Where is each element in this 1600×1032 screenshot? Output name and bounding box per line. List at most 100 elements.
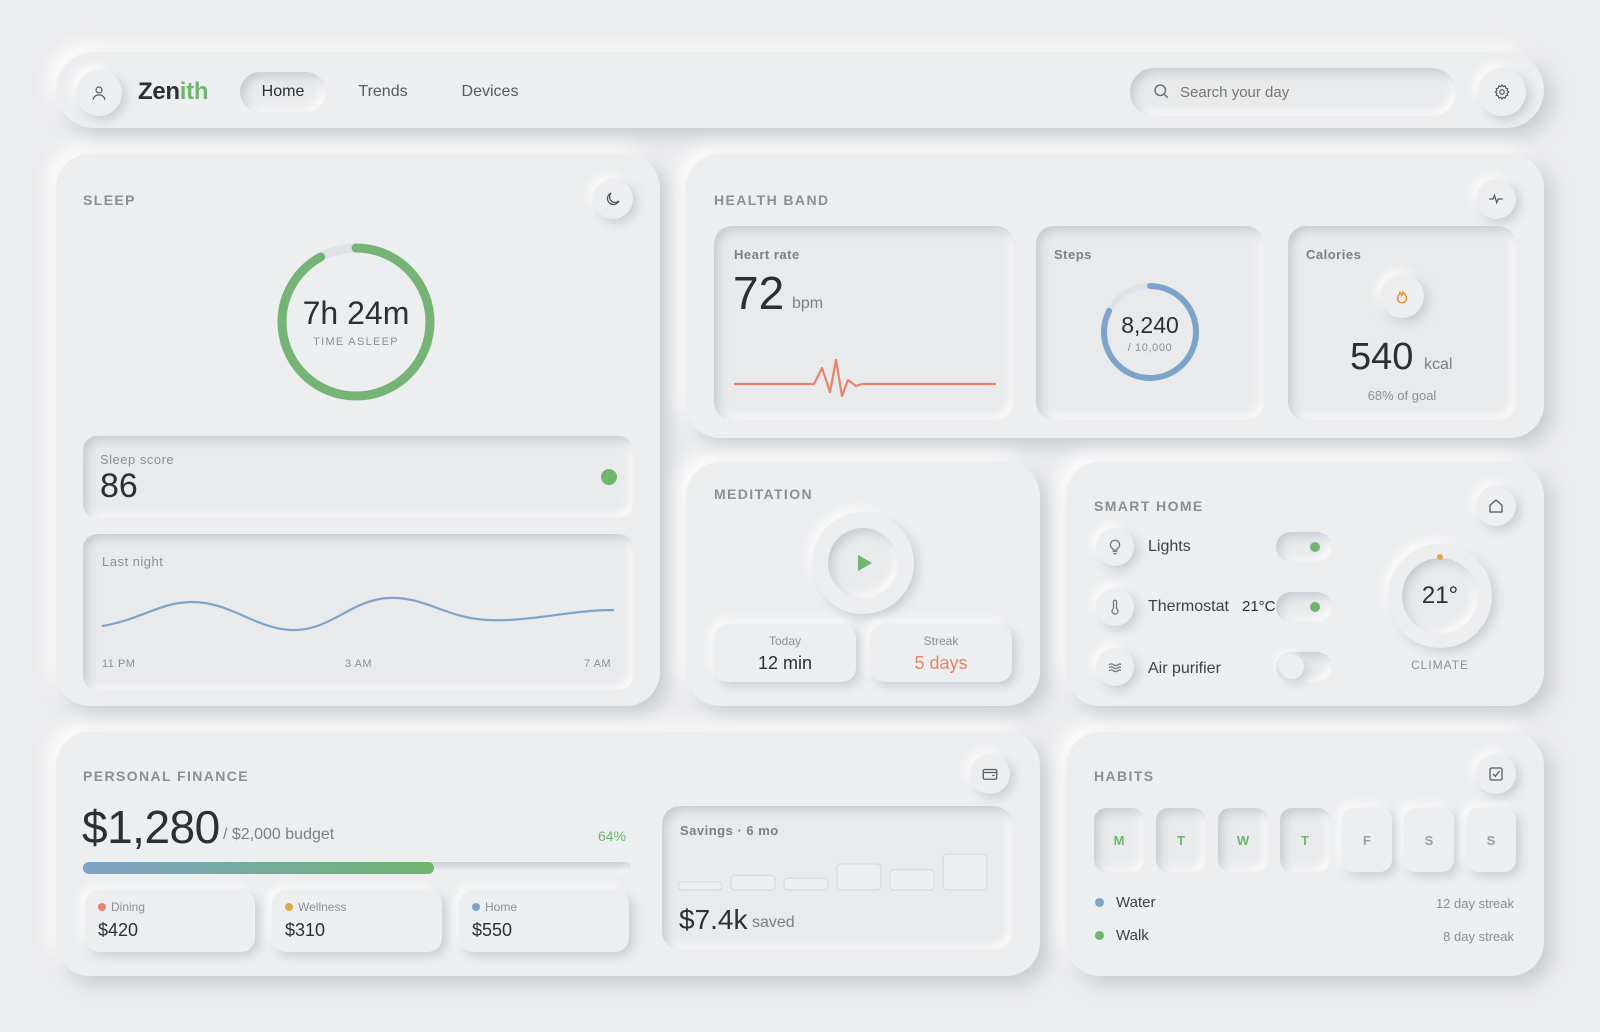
heart-rate-unit: bpm <box>792 295 824 312</box>
habits-button[interactable] <box>1476 754 1516 794</box>
habit-water-name: Water <box>1116 894 1156 911</box>
meditation-title: MEDITATION <box>714 486 814 502</box>
home-amount: $550 <box>472 920 513 940</box>
finance-progress-fill <box>83 862 434 874</box>
habit-water-dot <box>1095 898 1104 907</box>
sleep-axis-start: 11 PM <box>102 658 136 670</box>
dining-amount: $420 <box>98 920 139 940</box>
health-band-title: HEALTH BAND <box>714 192 830 208</box>
calories-unit: kcal <box>1424 356 1453 373</box>
habit-day-tile[interactable]: T <box>1156 808 1206 872</box>
habit-day-tile[interactable]: M <box>1094 808 1144 872</box>
habit-walk-dot <box>1095 931 1104 940</box>
checkbox-icon <box>1489 767 1503 781</box>
home-label: Home <box>485 900 518 914</box>
savings-bar <box>730 874 776 891</box>
savings-bar <box>889 869 935 891</box>
steps-ring-progress <box>1101 283 1199 381</box>
savings-bar <box>783 877 829 891</box>
toggle-air-purifier-knob <box>1280 655 1304 679</box>
sleep-score-label: Sleep score <box>100 452 175 467</box>
sleep-axis-mid: 3 AM <box>345 658 373 670</box>
steps-label: Steps <box>1054 247 1092 262</box>
lights-icon-badge <box>1096 528 1134 566</box>
finance-spent: $1,280 <box>82 801 220 853</box>
savings-bar <box>836 863 882 891</box>
habit-day-tile[interactable]: S <box>1404 808 1454 872</box>
dining-dot <box>98 903 106 911</box>
search-input[interactable] <box>1180 80 1430 104</box>
toggle-lights-dot <box>1310 542 1320 552</box>
bulb-icon <box>1109 539 1121 555</box>
nav-devices[interactable]: Devices <box>461 83 519 100</box>
device-name-lights: Lights <box>1148 538 1191 555</box>
savings-bar <box>678 881 723 891</box>
brand-part-2: ith <box>179 78 209 105</box>
toggle-air-purifier[interactable] <box>1276 652 1332 682</box>
calories-tile <box>1288 226 1516 420</box>
toggle-thermostat[interactable] <box>1276 592 1332 622</box>
house-icon <box>1489 499 1503 513</box>
meditation-streak-value: 5 days <box>914 653 968 673</box>
sleep-score-value: 86 <box>100 467 138 505</box>
device-name-air-purifier: Air purifier <box>1148 660 1221 677</box>
search-icon <box>1154 84 1169 99</box>
wallet-button[interactable] <box>970 754 1010 794</box>
sleep-chart-label: Last night <box>102 554 164 569</box>
habit-walk-name: Walk <box>1116 927 1149 944</box>
gear-icon <box>1494 83 1510 101</box>
dining-label: Dining <box>111 900 146 914</box>
steps-value: 8,240 <box>1121 312 1179 338</box>
habit-day-tile[interactable]: F <box>1342 808 1392 872</box>
calories-badge <box>1380 274 1424 318</box>
device-name-thermostat: Thermostat <box>1148 598 1229 615</box>
search-bar[interactable] <box>1130 68 1456 116</box>
sleep-mode-button[interactable] <box>593 179 633 219</box>
finance-title: PERSONAL FINANCE <box>83 768 250 784</box>
savings-bar-chart <box>678 853 988 891</box>
habit-day-label: F <box>1363 832 1371 848</box>
steps-ring <box>1101 283 1199 381</box>
toggle-thermostat-dot <box>1310 602 1320 612</box>
habit-day-tile[interactable]: S <box>1466 808 1516 872</box>
sleep-time: 7h 24m <box>302 295 410 331</box>
climate-dial-inner <box>1402 558 1478 634</box>
finance-category-dining <box>85 890 255 952</box>
finance-percent: 64% <box>598 828 627 844</box>
savings-suffix: saved <box>752 914 795 931</box>
meditation-play-button[interactable] <box>828 528 898 598</box>
habit-water-streak: 12 day streak <box>1435 896 1514 911</box>
habit-day-tile[interactable]: W <box>1218 808 1268 872</box>
smart-home-button[interactable] <box>1476 486 1516 526</box>
toggle-lights[interactable] <box>1276 532 1332 562</box>
calories-goal: 68% of goal <box>1367 388 1437 403</box>
habit-day-tile[interactable]: T <box>1280 808 1330 872</box>
heart-rate-label: Heart rate <box>734 247 800 262</box>
heart-rate-ecg-line <box>734 358 996 398</box>
air-purifier-icon-badge <box>1096 648 1134 686</box>
nav-trends[interactable]: Trends <box>358 83 408 100</box>
wellness-amount: $310 <box>285 920 326 940</box>
finance-category-home <box>459 890 629 952</box>
climate-indicator-dot <box>1437 554 1443 560</box>
play-icon <box>857 555 872 571</box>
habit-day-label: T <box>1177 832 1185 848</box>
sleep-score-status-dot <box>601 469 617 485</box>
settings-button[interactable] <box>1478 68 1526 116</box>
savings-label: Savings · 6 mo <box>680 823 779 838</box>
health-activity-button[interactable] <box>1476 179 1516 219</box>
heart-rate-value: 72 <box>733 267 785 319</box>
habit-day-label: W <box>1236 832 1250 848</box>
avatar-button[interactable] <box>76 70 122 116</box>
sleep-axis-end: 7 AM <box>584 658 612 670</box>
smart-home-title: SMART HOME <box>1094 498 1204 514</box>
sleep-chart-box <box>83 534 633 690</box>
finance-budget: / $2,000 budget <box>223 826 335 843</box>
thermometer-icon <box>1111 599 1119 615</box>
steps-goal: / 10,000 <box>1127 342 1173 354</box>
user-icon <box>92 86 106 100</box>
habit-walk-streak: 8 day streak <box>1443 929 1514 944</box>
heart-rate-tile <box>714 226 1014 420</box>
nav-home[interactable]: Home <box>261 83 305 100</box>
brand-part-1: Zen <box>138 78 180 105</box>
